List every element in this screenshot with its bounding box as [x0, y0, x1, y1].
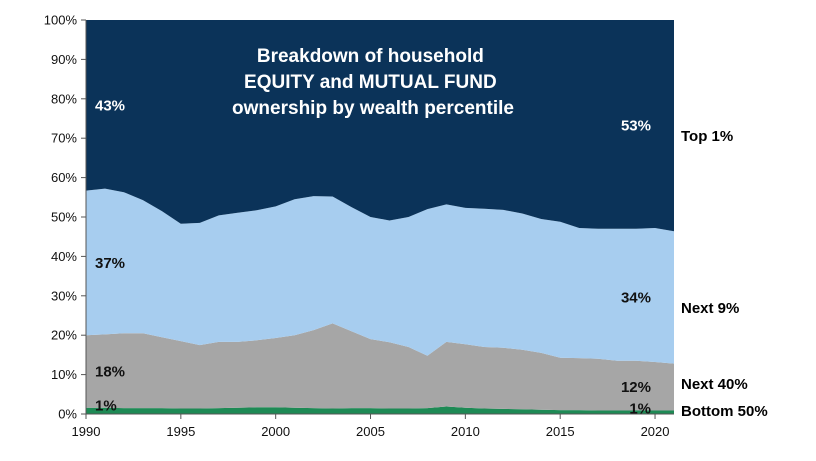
y-tick-label-20: 20% — [51, 328, 77, 343]
legend-label-bottom-50: Bottom 50% — [681, 403, 768, 420]
area-series-group — [86, 20, 674, 414]
x-tick-label-2000: 2000 — [261, 424, 290, 439]
y-tick-label-30: 30% — [51, 288, 77, 303]
annotation-right-next-40: 12% — [621, 379, 651, 396]
chart-title: Breakdown of household EQUITY and MUTUAL… — [232, 46, 514, 119]
annotation-left-next-40: 18% — [95, 363, 125, 380]
y-tick-label-10: 10% — [51, 367, 77, 382]
y-tick-label-50: 50% — [51, 210, 77, 225]
legend-label-next-9: Next 9% — [681, 300, 739, 317]
annotation-left-bottom-50: 1% — [95, 398, 117, 415]
annotation-left-next-9: 37% — [95, 255, 125, 272]
x-tick-label-2015: 2015 — [546, 424, 575, 439]
legend-group: Bottom 50% Next 40% Next 9% Top 1% — [681, 128, 768, 420]
y-tick-label-0: 0% — [58, 407, 77, 422]
y-tick-label-100: 100% — [44, 13, 78, 28]
axes-group: 1990 1995 2000 2005 2010 2015 2020 0% 10% 20% 30% 4… — [44, 13, 674, 439]
y-tick-label-70: 70% — [51, 131, 77, 146]
legend-label-next-40: Next 40% — [681, 376, 748, 393]
area-next-40 — [86, 323, 674, 411]
annotation-right-bottom-50: 1% — [629, 400, 651, 417]
x-tick-label-2010: 2010 — [451, 424, 480, 439]
annotation-left-top-1: 43% — [95, 97, 125, 114]
chart-title-line-2: EQUITY and MUTUAL FUND — [244, 72, 497, 93]
y-tick-label-90: 90% — [51, 52, 77, 67]
y-tick-label-60: 60% — [51, 170, 77, 185]
area-top-1 — [86, 20, 674, 232]
annotations-group: 1% 1% 18% 12% 37% 34% 43% 53% — [95, 97, 651, 417]
x-tick-label-2005: 2005 — [356, 424, 385, 439]
x-tick-label-1990: 1990 — [72, 424, 101, 439]
legend-label-top-1: Top 1% — [681, 128, 733, 145]
y-tick-label-40: 40% — [51, 249, 77, 264]
area-next-9 — [86, 188, 674, 364]
area-bottom-50 — [86, 406, 674, 414]
annotation-right-next-9: 34% — [621, 289, 651, 306]
y-tick-label-80: 80% — [51, 91, 77, 106]
x-tick-label-1995: 1995 — [166, 424, 195, 439]
annotation-right-top-1: 53% — [621, 118, 651, 135]
chart-title-line-1: Breakdown of household — [257, 46, 484, 67]
x-tick-label-2020: 2020 — [641, 424, 670, 439]
chart-title-line-3: ownership by wealth percentile — [232, 98, 514, 119]
